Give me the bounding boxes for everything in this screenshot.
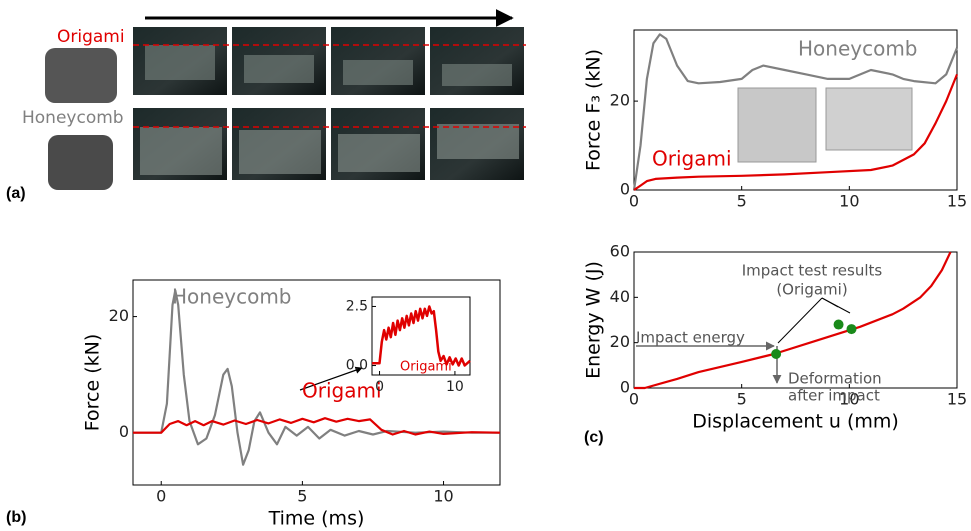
x-tick-label: 15 (947, 390, 967, 409)
series-label: Honeycomb (172, 285, 292, 309)
annotation: (Origami) (776, 281, 847, 299)
data-point (771, 349, 781, 359)
x-tick-label: 5 (737, 390, 747, 409)
x-tick-label: 5 (297, 487, 307, 506)
y-axis-label: Energy W (J) (583, 261, 605, 379)
x-tick-label: 15 (947, 192, 967, 211)
y-axis-label: Force (kN) (82, 334, 104, 432)
y-tick-label: 20 (610, 332, 630, 351)
y-tick-label: 60 (610, 242, 630, 261)
panel-a: Origami Honeycomb (22, 18, 526, 190)
series-label: Origami (302, 379, 382, 403)
panel-label: (a) (6, 185, 26, 202)
y-tick-label: 0 (620, 378, 630, 397)
row-label: Origami (57, 27, 125, 47)
y-tick-label: 20 (610, 91, 630, 110)
x-tick-label: 5 (737, 192, 747, 211)
series-label: Origami (652, 147, 732, 171)
y-tick-label: 40 (610, 287, 630, 306)
data-point (846, 324, 856, 334)
y-tick-label: 2.5 (346, 298, 368, 314)
x-tick-label: 0 (375, 379, 384, 395)
y-tick-label: 20 (109, 306, 129, 325)
panel-label: (b) (6, 509, 26, 526)
x-tick-label: 10 (839, 192, 859, 211)
x-axis-label: Time (ms) (268, 508, 365, 530)
annotation: after impact (788, 387, 880, 405)
x-axis-label: Displacement u (mm) (692, 411, 899, 433)
annotation-line (778, 298, 822, 343)
annotation: Impact test results (742, 262, 883, 280)
series-label: Origami (400, 360, 452, 375)
y-tick-label: 0 (620, 180, 630, 199)
x-tick-label: 10 (433, 487, 453, 506)
annotation: Impact energy (636, 329, 745, 347)
figure: Origami Honeycomb (a) (b) (c) 0 5 10 0 20 Tim… (0, 0, 971, 531)
x-tick-label: 0 (629, 192, 639, 211)
y-tick-label: 0.0 (346, 358, 368, 374)
row-label: Honeycomb (22, 108, 124, 128)
structure-images (738, 88, 912, 162)
x-tick-label: 0 (629, 390, 639, 409)
annotation-line (822, 298, 850, 313)
y-tick-label: 0 (119, 422, 129, 441)
y-axis-label: Force F₃ (kN) (583, 49, 605, 171)
x-tick-label: 0 (156, 487, 166, 506)
data-point (834, 320, 844, 330)
annotation: Deformation (788, 370, 882, 388)
series-label: Honeycomb (798, 37, 918, 61)
x-tick-label: 10 (446, 379, 464, 395)
panel-label: (c) (584, 429, 604, 446)
